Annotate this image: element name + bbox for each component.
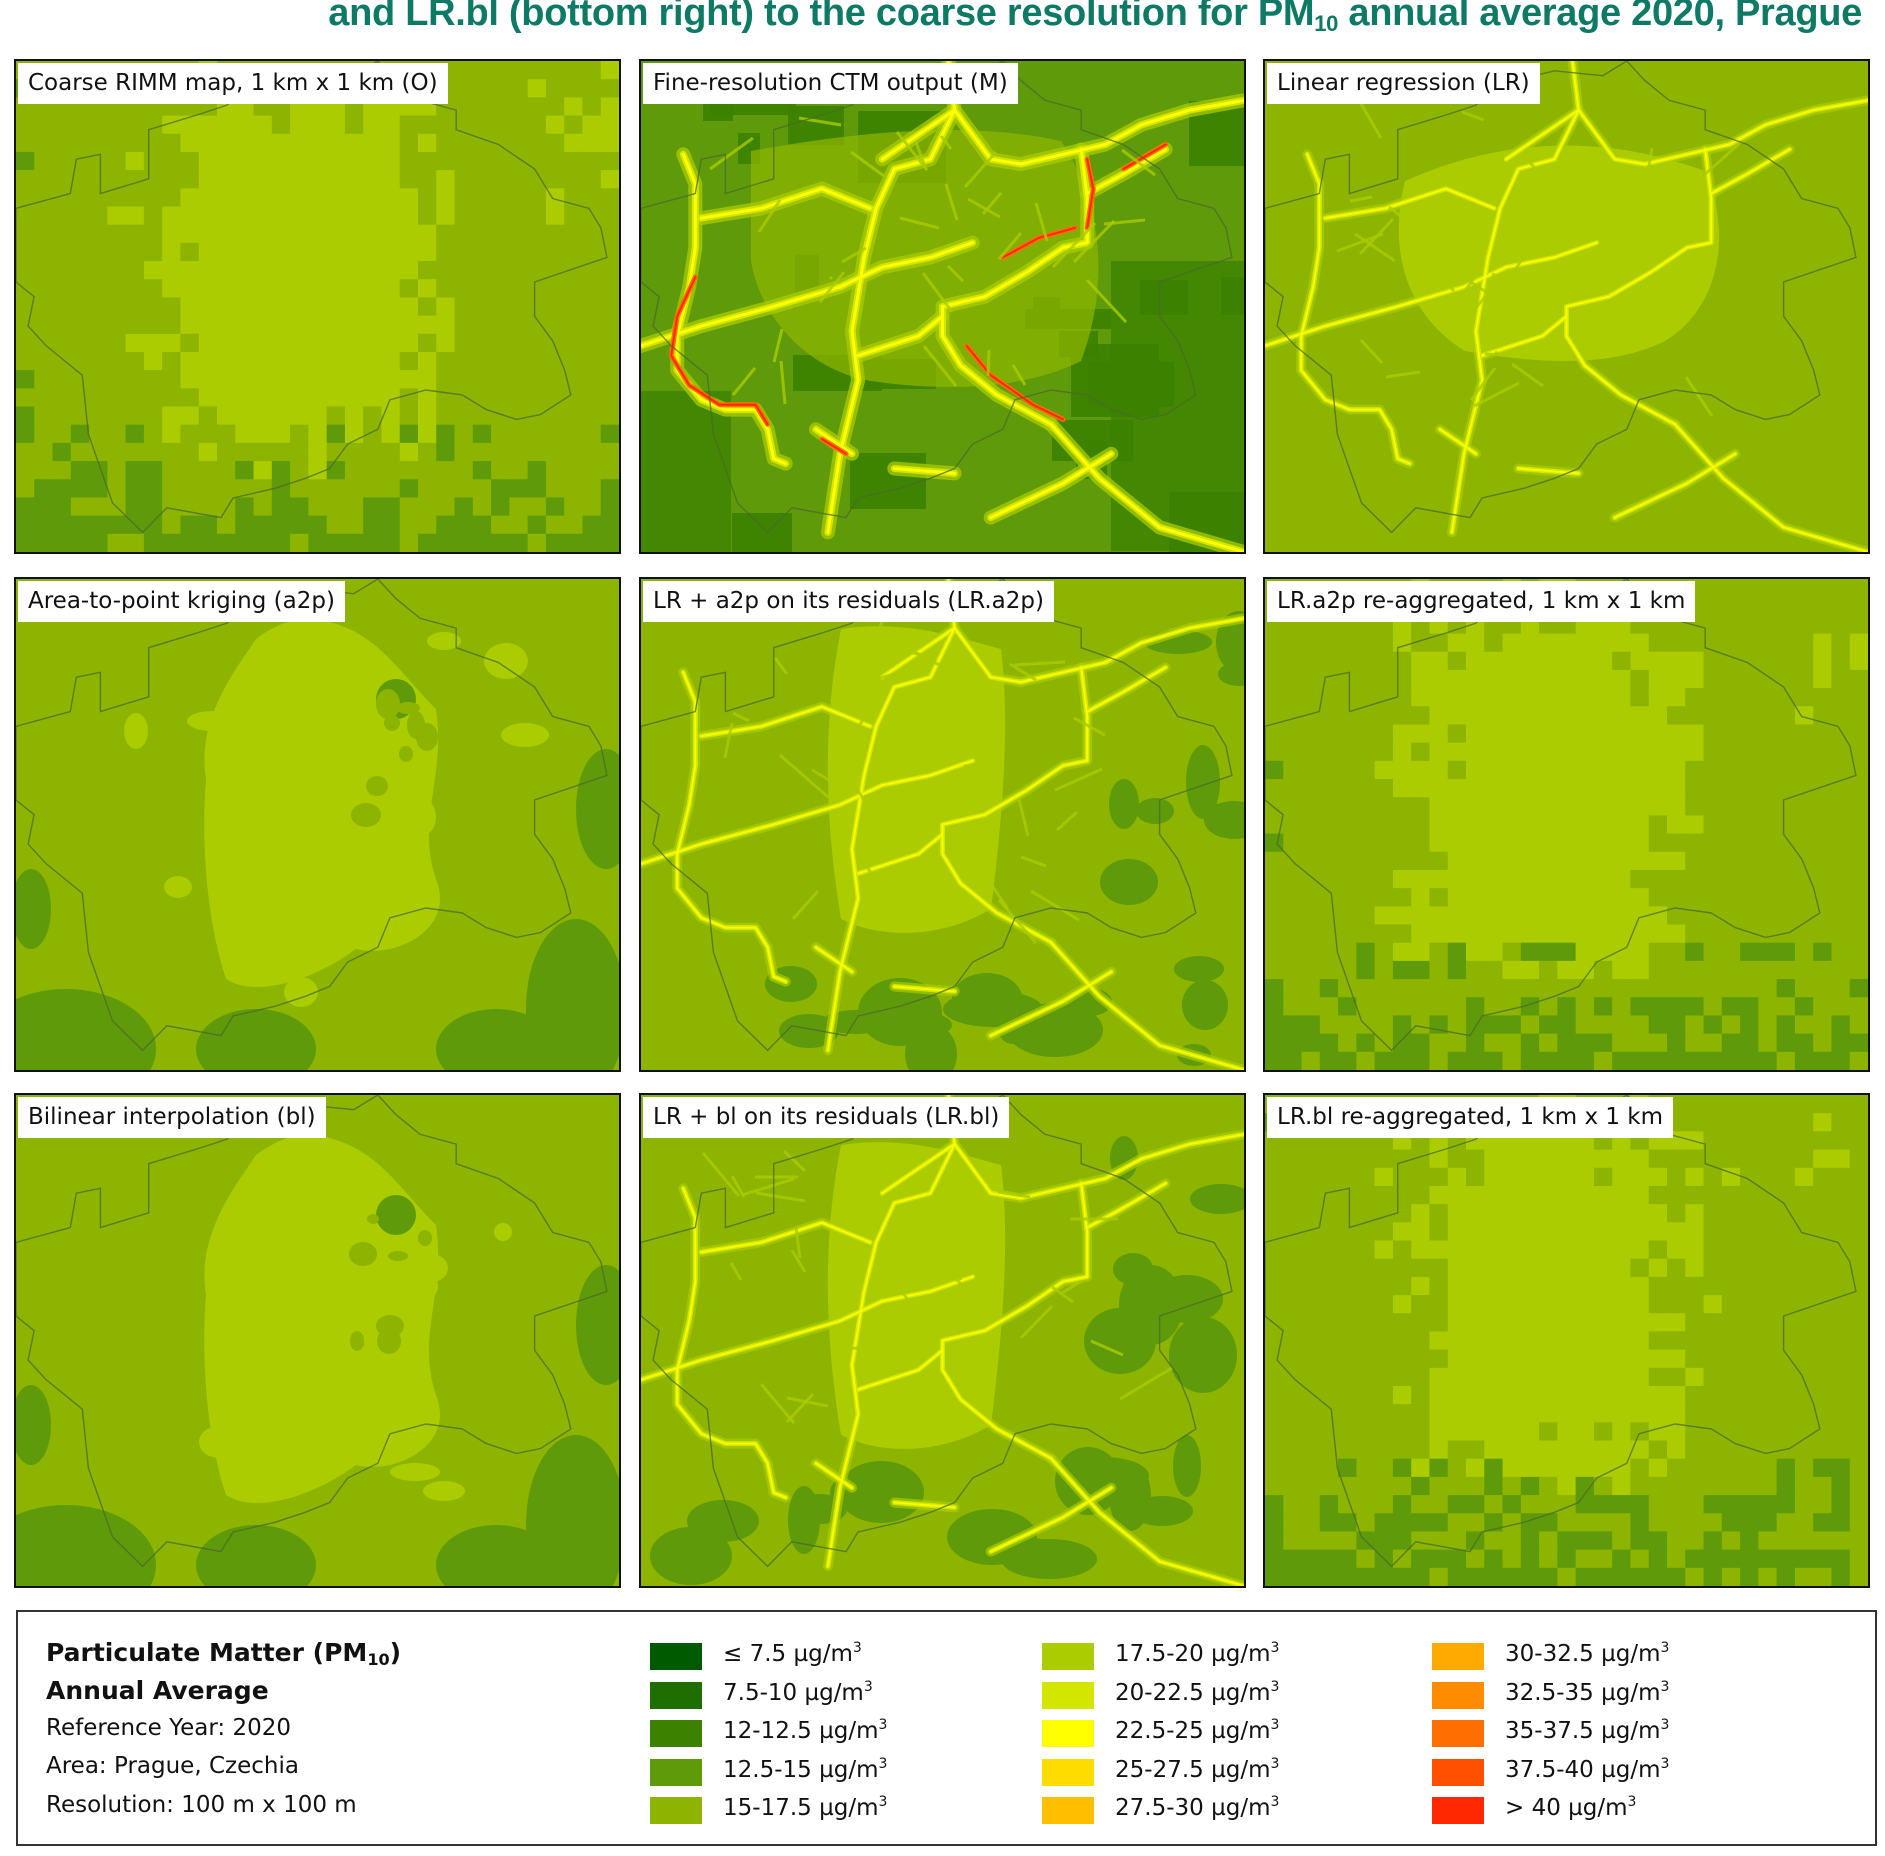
title-text: and LR.bl (bottom right) to the coarse r…: [328, 0, 1315, 34]
panel-label: LR.a2p re-aggregated, 1 km x 1 km: [1267, 581, 1696, 622]
map-raster: [1265, 579, 1868, 1070]
legend-subtitle: Annual Average: [46, 1676, 269, 1705]
map-raster: [16, 579, 619, 1070]
map-panel-bilinear: Bilinear interpolation (bl): [14, 1093, 621, 1588]
map-panel-linear-regression: Linear regression (LR): [1263, 59, 1870, 554]
legend-swatch: [1042, 1643, 1094, 1670]
legend-reference-year: Reference Year: 2020: [46, 1715, 292, 1741]
panel-label: LR + a2p on its residuals (LR.a2p): [643, 581, 1054, 622]
title-text-tail: annual average 2020, Prague: [1338, 0, 1862, 34]
map-panel-lr-a2p-reaggregated: LR.a2p re-aggregated, 1 km x 1 km: [1263, 577, 1870, 1072]
map-raster: [16, 61, 619, 552]
legend-class-label: 35-37.5 µg/m3: [1505, 1717, 1670, 1744]
legend-swatch: [1042, 1681, 1094, 1709]
legend-swatch: [1432, 1643, 1484, 1670]
legend-class-label: 27.5-30 µg/m3: [1115, 1794, 1280, 1821]
map-panel-lr-bl-reaggregated: LR.bl re-aggregated, 1 km x 1 km: [1263, 1093, 1870, 1588]
legend-title-text: Particulate Matter (PM: [46, 1638, 368, 1667]
panel-label: LR.bl re-aggregated, 1 km x 1 km: [1267, 1097, 1674, 1138]
legend-swatch: [1042, 1758, 1094, 1786]
legend-title-tail: ): [389, 1638, 402, 1667]
legend-class-label: 12.5-15 µg/m3: [723, 1755, 888, 1783]
legend-class-label: 22.5-25 µg/m3: [1115, 1717, 1280, 1744]
map-panel-fine-ctm: Fine-resolution CTM output (M): [639, 59, 1246, 554]
legend-swatch: [650, 1797, 702, 1824]
legend-class-label: 12-12.5 µg/m3: [723, 1717, 888, 1744]
legend-title-subscript: 10: [367, 1650, 390, 1669]
legend-class-label: 32.5-35 µg/m3: [1505, 1678, 1670, 1706]
map-panel-a2p-kriging: Area-to-point kriging (a2p): [14, 577, 621, 1072]
legend-swatch: [1042, 1720, 1094, 1747]
panel-label: LR + bl on its residuals (LR.bl): [643, 1097, 1010, 1138]
legend-swatch: [650, 1758, 702, 1786]
legend-swatch: [650, 1720, 702, 1747]
legend-class-label: 37.5-40 µg/m3: [1505, 1755, 1670, 1783]
legend-swatch: [1432, 1758, 1484, 1786]
map-panel-lr-a2p: LR + a2p on its residuals (LR.a2p): [639, 577, 1246, 1072]
panel-label: Coarse RIMM map, 1 km x 1 km (O): [18, 63, 448, 104]
legend-title: Particulate Matter (PM10): [46, 1638, 401, 1669]
legend-class-label: > 40 µg/m3: [1505, 1794, 1637, 1821]
map-panel-coarse-rimm: Coarse RIMM map, 1 km x 1 km (O): [14, 59, 621, 554]
map-raster: [1265, 61, 1868, 552]
map-raster: [16, 1095, 619, 1586]
legend-swatch: [1432, 1681, 1484, 1709]
panel-label: Bilinear interpolation (bl): [18, 1097, 326, 1138]
panel-label: Fine-resolution CTM output (M): [643, 63, 1018, 104]
panel-label: Linear regression (LR): [1267, 63, 1540, 104]
panel-label: Area-to-point kriging (a2p): [18, 581, 345, 622]
title-subscript: 10: [1314, 11, 1339, 36]
legend-swatch: [650, 1643, 702, 1670]
legend-swatch: [650, 1681, 702, 1709]
legend-class-label: 20-22.5 µg/m3: [1115, 1678, 1280, 1706]
legend-class-label: 15-17.5 µg/m3: [723, 1794, 888, 1821]
map-panel-lr-bl: LR + bl on its residuals (LR.bl): [639, 1093, 1246, 1588]
map-raster: [641, 61, 1244, 552]
map-raster: [641, 1095, 1244, 1586]
legend-class-label: 25-27.5 µg/m3: [1115, 1755, 1280, 1783]
legend-swatch: [1432, 1720, 1484, 1747]
legend-class-label: ≤ 7.5 µg/m3: [723, 1640, 862, 1667]
map-legend: Particulate Matter (PM10) Annual Average…: [16, 1610, 1877, 1846]
legend-class-label: 17.5-20 µg/m3: [1115, 1640, 1280, 1667]
figure-title: and LR.bl (bottom right) to the coarse r…: [0, 0, 1862, 37]
legend-swatch: [1432, 1797, 1484, 1824]
legend-swatch: [1042, 1797, 1094, 1824]
map-raster: [641, 579, 1244, 1070]
legend-class-label: 7.5-10 µg/m3: [723, 1678, 873, 1706]
legend-class-label: 30-32.5 µg/m3: [1505, 1640, 1670, 1667]
map-raster: [1265, 1095, 1868, 1586]
legend-area: Area: Prague, Czechia: [46, 1753, 299, 1779]
legend-resolution: Resolution: 100 m x 100 m: [46, 1792, 357, 1818]
